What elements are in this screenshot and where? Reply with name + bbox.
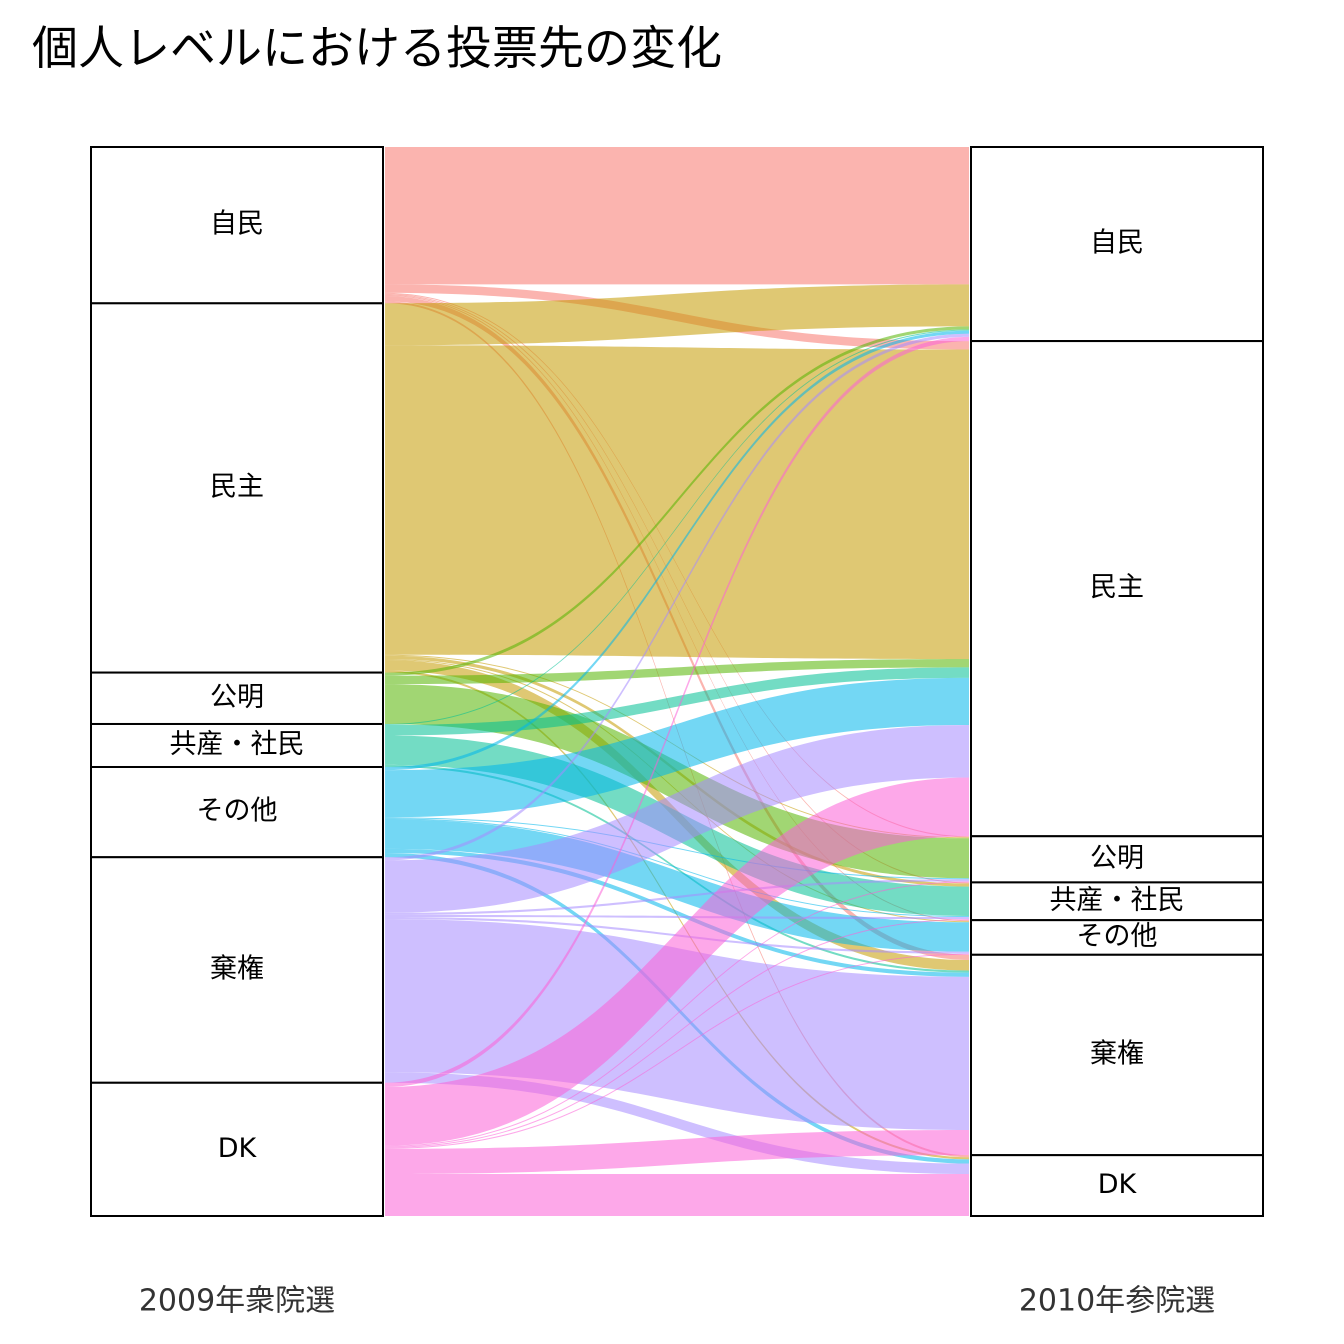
flow-DK-to-自民	[385, 336, 969, 1087]
flow-その他-to-公明	[385, 817, 969, 880]
right-stratum-自民	[970, 146, 1264, 343]
flow-DK-to-公明	[385, 881, 969, 1147]
right-stratum-その他	[970, 919, 1264, 956]
right-stratum-label: 自民	[1090, 228, 1144, 259]
chart-title: 個人レベルにおける投票先の変化	[32, 21, 722, 75]
left-stratum-label: 民主	[210, 471, 264, 502]
right-stratum-label: DK	[1098, 1169, 1138, 1200]
left-stratum-label: 自民	[210, 209, 264, 240]
left-stratum-label: DK	[218, 1133, 258, 1164]
right-stratum-公明	[970, 835, 1264, 884]
flow-その他-to-共産・社民	[385, 818, 969, 918]
left-stratum-棄権	[90, 856, 384, 1084]
axis-label-2009: 2009年衆院選	[139, 1284, 335, 1319]
flow-その他-to-自民	[385, 330, 969, 771]
left-stratum-民主	[90, 302, 384, 674]
flow-共産・社民-to-民主	[385, 667, 969, 736]
left-stratum-label: その他	[197, 796, 278, 827]
right-stratum-label: 民主	[1090, 572, 1144, 603]
flow-民主-to-DK	[385, 670, 969, 1160]
flow-棄権-to-共産・社民	[385, 914, 969, 920]
right-stratum-DK	[970, 1154, 1264, 1217]
flow-DK-to-その他	[385, 953, 969, 1149]
right-stratum-label: 公明	[1090, 843, 1144, 874]
flow-棄権-to-公明	[385, 879, 969, 915]
flow-DK-to-DK	[385, 1174, 969, 1216]
flows-layer	[385, 147, 969, 1216]
flow-DK-to-棄権	[385, 1129, 969, 1175]
axis-label-2010: 2010年参院選	[1019, 1284, 1215, 1319]
flow-棄権-to-DK	[385, 1072, 969, 1175]
left-stratum-共産・社民	[90, 722, 384, 768]
left-stratum-label: 公明	[210, 682, 264, 713]
flow-DK-to-共産・社民	[385, 919, 969, 1148]
left-stratum-公明	[90, 671, 384, 725]
right-stratum-label: その他	[1077, 921, 1158, 952]
flow-棄権-to-民主	[385, 725, 969, 913]
flow-棄権-to-自民	[385, 333, 969, 861]
flow-共産・社民-to-棄権	[385, 764, 969, 973]
flow-自民-to-自民	[385, 147, 969, 285]
flow-公明-to-民主	[385, 658, 969, 685]
right-stratum-民主	[970, 340, 1264, 838]
right-stratum-label: 棄権	[1090, 1038, 1144, 1069]
left-stratum-label: 棄権	[210, 953, 264, 984]
left-stratum-自民	[90, 146, 384, 305]
flow-民主-to-自民	[385, 284, 969, 346]
left-stratum-label: 共産・社民	[170, 729, 305, 760]
left-stratum-その他	[90, 765, 384, 859]
left-stratum-DK	[90, 1081, 384, 1218]
flow-DK-to-民主	[385, 777, 969, 1146]
flow-その他-to-棄権	[385, 848, 969, 977]
flow-共産・社民-to-自民	[385, 329, 969, 726]
axis-layer: 2009年衆院選 2010年参院選	[139, 1284, 1215, 1319]
flow-公明-to-自民	[385, 326, 969, 676]
right-stratum-label: 共産・社民	[1050, 885, 1185, 916]
right-stratum-棄権	[970, 953, 1264, 1157]
right-stratum-共産・社民	[970, 881, 1264, 922]
flow-その他-to-民主	[385, 677, 969, 818]
